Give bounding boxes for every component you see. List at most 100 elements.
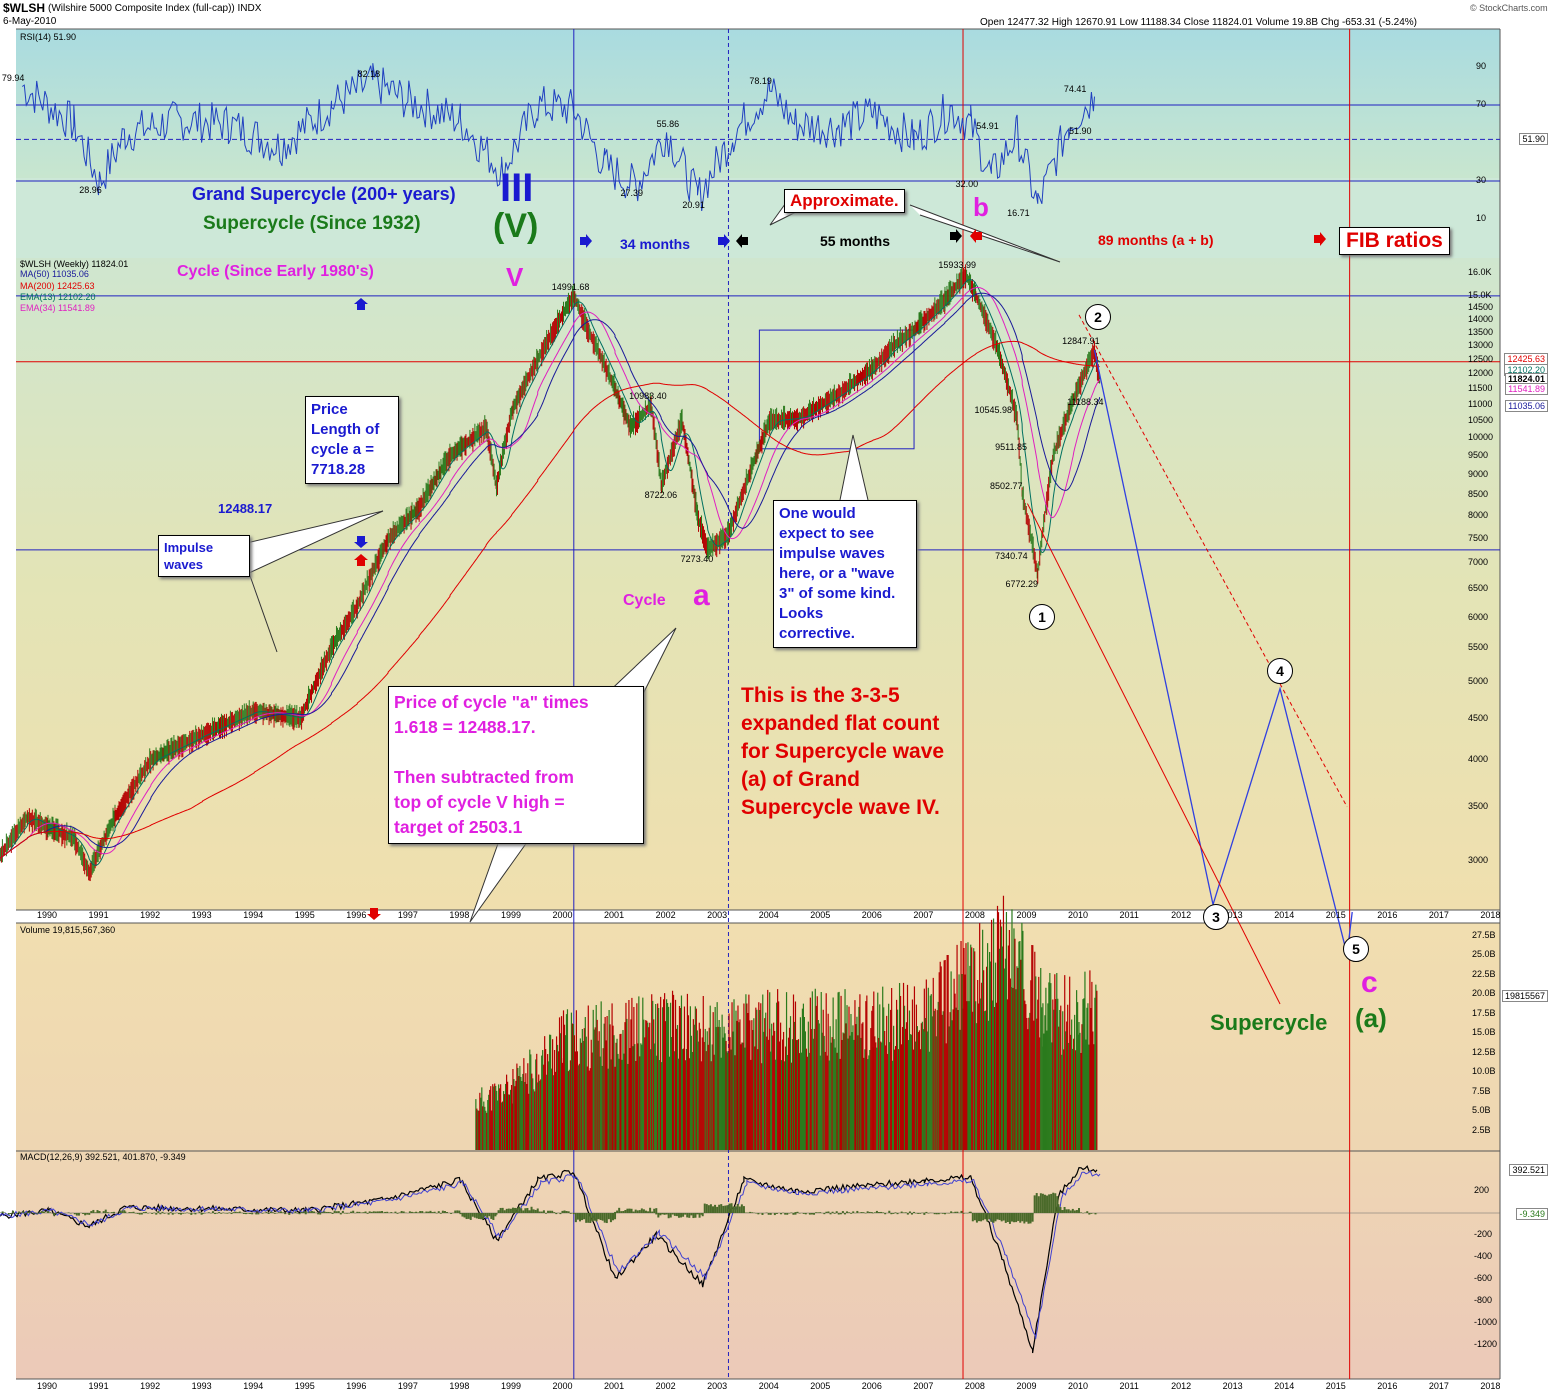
rsi-panel-bg (16, 29, 1500, 178)
price-y-tick: 10500 (1468, 414, 1494, 425)
price-value-label: 8722.06 (644, 490, 678, 501)
wave-c-label: c (1361, 966, 1378, 999)
price-value-label: 14991.68 (551, 281, 590, 292)
x-tick-label: 1991 (88, 910, 109, 920)
arrow-89-start (970, 229, 982, 243)
price-y-tick: 11500 (1468, 383, 1493, 393)
volume-right-tag: 19815567 (1501, 989, 1548, 1002)
x-tick-label-bottom: 2009 (1016, 1381, 1037, 1391)
price-y-tick: 13000 (1468, 339, 1494, 350)
approx-callout-pointer-right (909, 204, 1061, 263)
price-value-label: 11188.34 (1067, 396, 1104, 407)
volume-y-tick: 7.5B (1472, 1085, 1491, 1096)
x-tick-label-bottom: 2003 (707, 1381, 728, 1391)
x-tick-label: 2017 (1428, 910, 1449, 920)
rsi-y-tick: 90 (1476, 61, 1487, 71)
x-tick-label-bottom: 1992 (140, 1381, 161, 1391)
arrow-target-up (354, 554, 368, 566)
x-tick-label-bottom: 2004 (758, 1381, 779, 1391)
volume-title: Volume 19,815,567,360 (20, 925, 116, 935)
macd-y-tick: -600 (1474, 1273, 1493, 1283)
x-tick-label: 2011 (1119, 910, 1139, 920)
ema34-line (0, 287, 1101, 859)
x-tick-label: 2014 (1274, 910, 1295, 920)
x-tick-label: 1999 (500, 910, 521, 920)
arrow-55-end (950, 229, 962, 243)
supercycle-word-label: Supercycle (1210, 1010, 1328, 1035)
impulse-waves-box: Impulse waves (158, 535, 250, 577)
rsi-value-label: 82.18 (357, 68, 381, 79)
x-tick-label: 2009 (1016, 910, 1037, 920)
price-y-tick: 3500 (1468, 800, 1489, 811)
source-credit: © StockCharts.com (1470, 3, 1548, 13)
grand-supercycle-label: Grand Supercycle (200+ years) (192, 184, 456, 204)
price-y-tick: 3000 (1468, 855, 1489, 865)
x-tick-label: 2002 (655, 910, 676, 920)
supercycle-a-label: (a) (1355, 1003, 1387, 1033)
price-right-tag: 11541.89 (1505, 383, 1548, 396)
trend-channel-lower (1027, 503, 1281, 1005)
flat-count-note: This is the 3-3-5 expanded flat count fo… (741, 684, 945, 819)
wave-3-marker: 3 (1203, 904, 1229, 930)
rsi-value-label: 27.39 (620, 187, 644, 198)
corrective-region-box (758, 329, 915, 450)
x-tick-label-bottom: 2013 (1222, 1381, 1243, 1391)
corrective-box: One would expect to see impulse waves he… (773, 500, 917, 648)
price-length-box: Price Length of cycle a = 7718.28 (305, 396, 399, 484)
rsi-value-label: 54.91 (976, 120, 999, 131)
price-y-tick: 6000 (1468, 611, 1489, 622)
price-value-label: 8502.77 (989, 481, 1023, 492)
wave-b-label: b (973, 192, 989, 222)
price-y-tick: 12500 (1468, 353, 1494, 364)
x-tick-label-bottom: 2000 (552, 1381, 573, 1391)
price-y-tick: 9500 (1468, 450, 1489, 461)
x-tick-label-bottom: 2007 (913, 1381, 934, 1391)
rsi-right-tag: 51.90 (1519, 133, 1548, 146)
macd-y-tick: -800 (1474, 1295, 1493, 1305)
macd-y-tick: -1000 (1474, 1317, 1498, 1327)
x-tick-label-bottom: 2002 (655, 1381, 676, 1391)
x-tick-label: 2004 (758, 910, 779, 920)
volume-y-tick: 10.0B (1472, 1066, 1496, 1077)
price-value-label: 9511.85 (995, 441, 1027, 452)
x-tick-label-bottom: 2001 (604, 1381, 625, 1391)
x-tick-label: 1993 (191, 910, 212, 920)
x-tick-label-bottom: 2005 (810, 1381, 831, 1391)
price-right-tag: 11035.06 (1505, 400, 1548, 413)
x-tick-label-bottom: 1994 (243, 1381, 264, 1391)
wave-five-paren: (V) (493, 207, 539, 245)
price-value-label: 7340.74 (995, 550, 1028, 561)
price-y-tick: 8500 (1468, 489, 1489, 500)
arrow-x-axis (367, 908, 381, 920)
ma50-line (0, 292, 1101, 859)
x-tick-label-bottom: 2018 (1480, 1381, 1501, 1391)
months-55-label: 55 months (820, 233, 891, 249)
price-y-tick: 4500 (1468, 712, 1489, 723)
wave-1-marker: 1 (1029, 604, 1055, 630)
arrow-34-end (718, 234, 730, 248)
price-y-tick: 15.0K (1468, 289, 1492, 300)
cycle-word-label: Cycle (623, 592, 666, 609)
corrective-callout-pointer (839, 434, 869, 501)
x-tick-label: 2013 (1222, 910, 1243, 920)
price-y-tick: 5500 (1468, 642, 1489, 653)
price-y-tick: 8000 (1468, 510, 1489, 521)
price-value-label: 7273.40 (680, 553, 714, 564)
macd-y-tick: -200 (1474, 1229, 1493, 1239)
price-title: $WLSH (Weekly) 11824.01 (20, 259, 129, 269)
x-tick-label: 2000 (552, 910, 573, 920)
rsi-y-tick: 70 (1476, 99, 1487, 109)
rsi-value-label: 16.71 (1007, 208, 1030, 219)
legend-ma50: MA(50) 11035.06 (20, 269, 89, 279)
x-tick-label-bottom: 1995 (294, 1381, 315, 1391)
chart-name: (Wilshire 5000 Composite Index (full-cap… (48, 3, 262, 14)
price-y-tick: 14500 (1468, 301, 1494, 312)
price-y-tick: 5000 (1468, 675, 1489, 686)
x-tick-label-bottom: 1997 (397, 1381, 418, 1391)
rsi-value-label: 28.96 (79, 184, 102, 195)
x-tick-label: 2007 (913, 910, 934, 920)
months-89-label: 89 months (a + b) (1098, 232, 1214, 248)
rsi-series-line (21, 63, 1095, 212)
wave-4-marker: 4 (1267, 658, 1293, 684)
